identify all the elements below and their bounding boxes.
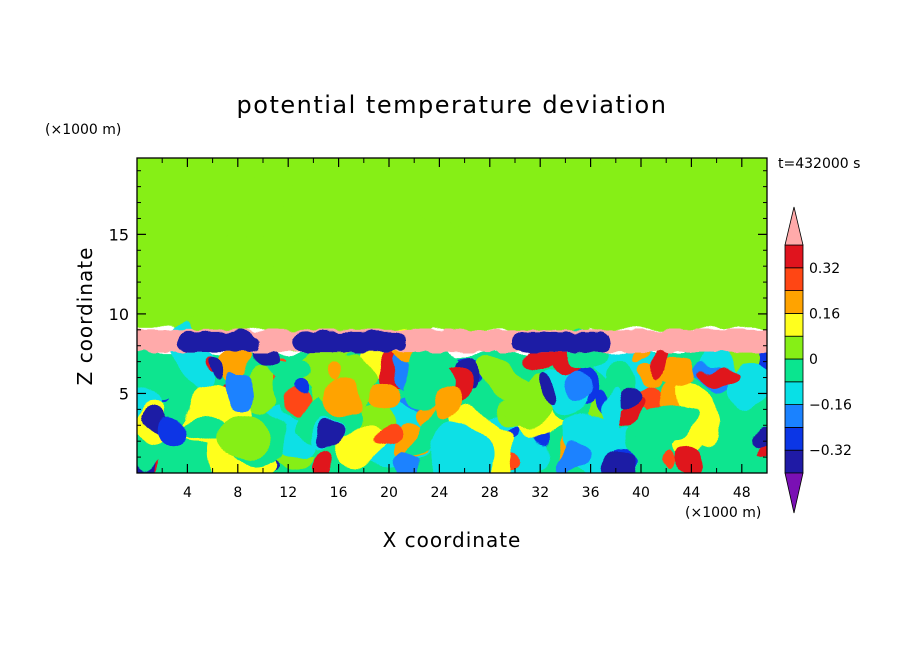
colorbar-label: −0.16 xyxy=(809,398,852,414)
upper-patch xyxy=(544,244,605,345)
lower-patch xyxy=(267,359,313,386)
time-label: t=432000 s xyxy=(778,156,860,172)
y-tick-label: 5 xyxy=(119,384,129,403)
lower-patch xyxy=(314,418,343,449)
upper-patch xyxy=(453,191,532,284)
x-tick-label: 40 xyxy=(632,485,650,501)
lower-patch xyxy=(635,405,695,450)
lower-region xyxy=(137,321,767,473)
lower-patch xyxy=(330,358,346,379)
x-unit-label: (×1000 m) xyxy=(685,505,761,521)
colorbar-cell xyxy=(784,426,804,451)
x-tick-label: 4 xyxy=(183,485,192,501)
inversion-cold-pocket xyxy=(293,331,405,353)
upper-patch xyxy=(137,185,258,238)
colorbar: 0.32 0.16 0 −0.16 −0.32 xyxy=(784,206,852,514)
x-tick-label: 32 xyxy=(531,485,549,501)
colorbar-cell xyxy=(784,358,804,383)
lower-patch xyxy=(474,356,532,402)
x-tick-label: 36 xyxy=(582,485,600,501)
x-tick-label: 24 xyxy=(430,485,448,501)
x-tick-label: 8 xyxy=(233,485,242,501)
colorbar-label: 0 xyxy=(809,352,818,368)
inversion-layer xyxy=(137,329,767,353)
lower-patch xyxy=(204,355,226,379)
x-tick-label: 16 xyxy=(330,485,348,501)
chart-title: potential temperature deviation xyxy=(237,91,668,119)
colorbar-cell xyxy=(784,404,804,428)
x-axis-ticks: 4 8 12 16 20 24 28 32 36 40 44 48 xyxy=(161,158,751,501)
x-tick-label: 28 xyxy=(481,485,499,501)
upper-patch xyxy=(359,165,494,214)
lower-patch xyxy=(569,375,589,400)
colorbar-cell xyxy=(784,449,804,474)
colorbar-cell xyxy=(784,335,804,360)
colorbar-label: 0.32 xyxy=(809,261,840,277)
lower-patch xyxy=(535,375,555,411)
lower-patch xyxy=(553,442,588,473)
contour-field xyxy=(137,158,767,473)
lower-patch xyxy=(726,357,766,408)
x-tick-label: 48 xyxy=(733,485,751,501)
x-tick-label: 44 xyxy=(682,485,700,501)
inversion-cold-pocket xyxy=(512,331,611,353)
x-tick-label: 20 xyxy=(380,485,398,501)
y-tick-label: 10 xyxy=(109,305,129,324)
y-axis-title: Z coordinate xyxy=(73,247,97,386)
colorbar-cell xyxy=(784,267,804,291)
y-axis-ticks: 5 10 15 xyxy=(109,170,767,458)
lower-patch xyxy=(676,380,720,444)
upper-patch xyxy=(673,158,764,243)
upper-patch xyxy=(140,230,235,319)
inversion-cold-pocket xyxy=(177,331,258,353)
y-unit-label: (×1000 m) xyxy=(45,122,121,138)
lower-patch xyxy=(295,382,309,398)
colorbar-cell xyxy=(784,381,804,405)
lower-patch xyxy=(216,416,269,462)
plot-frame xyxy=(136,157,768,474)
lower-patch xyxy=(434,384,459,420)
lower-patch xyxy=(755,426,767,451)
lower-patch xyxy=(621,384,644,408)
lower-patch xyxy=(396,450,420,473)
upper-patch xyxy=(530,158,631,249)
colorbar-lower-arrow xyxy=(784,472,804,514)
y-tick-label: 15 xyxy=(109,225,129,244)
x-axis-title: X coordinate xyxy=(383,528,522,552)
colorbar-cell xyxy=(784,244,804,269)
lower-patch xyxy=(337,426,385,469)
lower-patch xyxy=(368,382,401,414)
lower-patch xyxy=(597,386,624,452)
lower-patch xyxy=(425,420,497,473)
lower-patch xyxy=(323,377,362,416)
lower-patch xyxy=(697,363,736,383)
lower-patch xyxy=(677,445,709,473)
colorbar-cell xyxy=(784,290,804,314)
lower-patch xyxy=(665,454,678,473)
lower-patch xyxy=(704,406,764,466)
upper-patch xyxy=(293,288,360,340)
colorbar-label: −0.32 xyxy=(809,443,852,459)
x-tick-label: 12 xyxy=(279,485,297,501)
lower-patch xyxy=(658,357,698,386)
lower-patch xyxy=(158,414,194,448)
colorbar-label: 0.16 xyxy=(809,306,840,322)
lower-patch xyxy=(375,429,404,448)
colorbar-cell xyxy=(784,312,804,337)
upper-region xyxy=(137,158,767,359)
lower-patch xyxy=(314,451,339,473)
lower-patch xyxy=(602,451,639,473)
lower-patch xyxy=(228,370,252,412)
colorbar-upper-arrow xyxy=(784,206,804,246)
